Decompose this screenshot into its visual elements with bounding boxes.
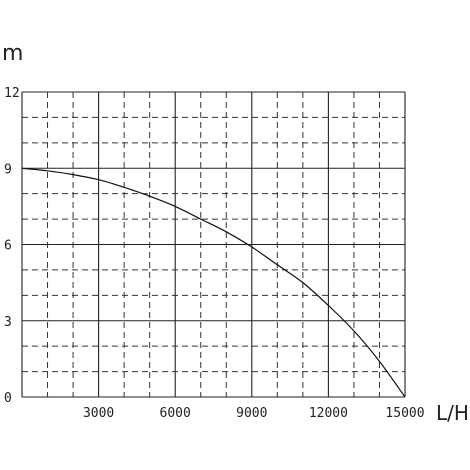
x-tick-label: 6000 (160, 406, 191, 421)
y-tick-label: 9 (4, 162, 12, 177)
y-tick-labels: 0 3 6 9 12 (4, 86, 20, 406)
x-tick-label: 15000 (385, 406, 424, 421)
x-tick-label: 3000 (83, 406, 114, 421)
x-tick-label: 9000 (236, 406, 267, 421)
y-axis-label: m (2, 41, 23, 66)
pump-curve-line (21, 167, 406, 398)
y-tick-label: 6 (4, 239, 12, 254)
y-tick-label: 12 (4, 86, 20, 101)
major-gridlines (21, 91, 406, 398)
y-tick-label: 0 (4, 391, 12, 406)
y-tick-label: 3 (4, 315, 12, 330)
x-tick-label: 12000 (309, 406, 348, 421)
x-tick-labels: 3000 6000 9000 12000 15000 (83, 406, 425, 421)
x-axis-label: L/H (436, 401, 469, 425)
